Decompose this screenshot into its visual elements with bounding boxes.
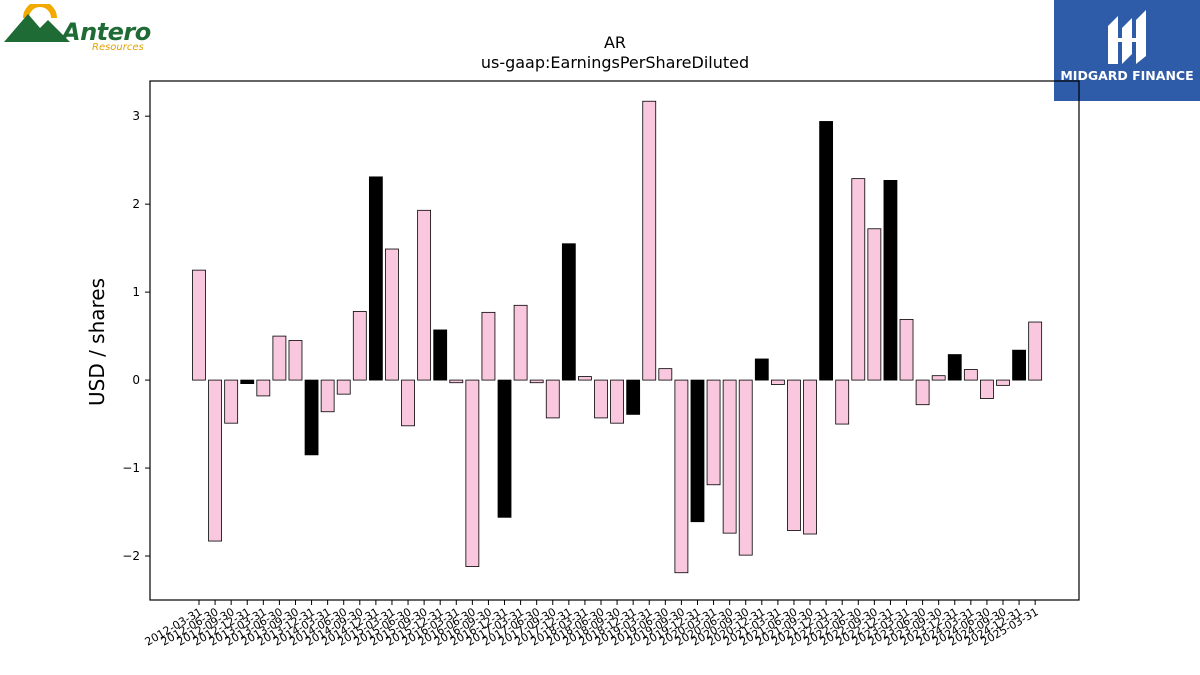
midgard-emblem-icon: [1108, 10, 1146, 64]
bar-2022-09-30: [867, 228, 882, 381]
bar-2013-12-31: [304, 379, 319, 456]
bar-2024-06-30: [980, 379, 994, 399]
bar-2019-09-30: [674, 379, 689, 574]
bar-2020-03-31: [706, 379, 721, 486]
bar-2024-12-31: [1012, 349, 1026, 381]
antero-logo: Antero Resources: [4, 4, 154, 56]
bar-2014-09-30: [352, 311, 367, 381]
bar-2023-06-30: [915, 379, 930, 406]
y-tick-label: 0: [132, 373, 140, 387]
logo-subtitle: Resources: [92, 42, 144, 53]
bar-2024-03-31: [963, 369, 978, 381]
bar-2016-06-30: [465, 379, 480, 567]
bar-2022-06-30: [851, 178, 866, 381]
bar-2016-09-30: [481, 311, 496, 381]
bar-2019-12-31: [690, 379, 705, 523]
bar-2019-06-30: [658, 368, 673, 381]
midgard-finance-logo: MIDGARD FINANCE: [1054, 0, 1200, 101]
bar-2020-09-30: [738, 379, 753, 556]
bar-2014-12-31: [368, 176, 383, 381]
bar-2013-03-31: [256, 379, 271, 397]
bar-2013-09-30: [288, 340, 303, 381]
bar-2018-06-30: [594, 379, 608, 419]
bar-2022-12-31: [883, 179, 898, 381]
mountain-sun-icon: [4, 4, 70, 42]
bar-2023-12-31: [947, 354, 962, 381]
plot-frame: [149, 80, 1080, 601]
bar-2017-09-30: [545, 379, 560, 419]
y-tick-label: 1: [132, 285, 140, 299]
bar-2017-03-31: [513, 304, 528, 381]
y-tick-label: 2: [132, 197, 140, 211]
bar-2021-03-31: [770, 379, 785, 385]
bar-2015-09-30: [417, 209, 432, 381]
bar-2012-12-31: [240, 379, 255, 384]
bar-2021-06-30: [787, 379, 801, 531]
bar-2023-03-31: [899, 318, 914, 381]
bar-2016-03-31: [449, 379, 464, 384]
bar-2018-12-31: [626, 379, 641, 415]
bar-2024-09-30: [996, 379, 1010, 386]
bar-2012-03-31: [192, 269, 206, 381]
bar-2022-03-31: [835, 379, 850, 425]
bar-2017-12-31: [561, 243, 576, 381]
bar-2015-06-30: [401, 379, 415, 427]
bar-2014-06-30: [336, 379, 351, 395]
chart-title: AR: [604, 33, 626, 52]
bar-2017-06-30: [529, 379, 544, 384]
bar-2018-03-31: [578, 376, 592, 381]
y-axis-label: USD / shares: [85, 278, 109, 406]
logo-name: Antero: [62, 18, 151, 46]
bar-2020-06-30: [722, 379, 737, 534]
y-tick-label: 3: [132, 109, 140, 123]
midgard-logo-text: MIDGARD FINANCE: [1060, 68, 1194, 83]
bar-2015-12-31: [433, 329, 448, 381]
bar-2012-09-30: [224, 379, 239, 424]
bar-2016-12-31: [497, 379, 512, 518]
bar-2012-06-30: [208, 379, 222, 542]
bar-2013-06-30: [272, 335, 287, 381]
y-ticks-group: −2 −1 0 1 2 3: [122, 109, 150, 563]
x-ticks-group: 2012-03-312012-06-302012-09-302012-12-31…: [143, 600, 1041, 649]
bar-2018-09-30: [610, 379, 624, 424]
bar-2023-09-30: [931, 375, 946, 381]
bar-2021-12-31: [819, 121, 834, 381]
bar-2020-12-31: [754, 358, 769, 381]
bar-2021-09-30: [803, 379, 817, 535]
bars-group: [192, 100, 1043, 574]
chart-subtitle: us-gaap:EarningsPerShareDiluted: [481, 53, 749, 72]
bar-2014-03-31: [320, 379, 335, 413]
bar-2025-03-31: [1028, 321, 1043, 381]
y-tick-label: −2: [122, 549, 140, 563]
bar-2019-03-31: [642, 100, 657, 381]
bar-2015-03-31: [385, 248, 399, 381]
y-tick-label: −1: [122, 461, 140, 475]
